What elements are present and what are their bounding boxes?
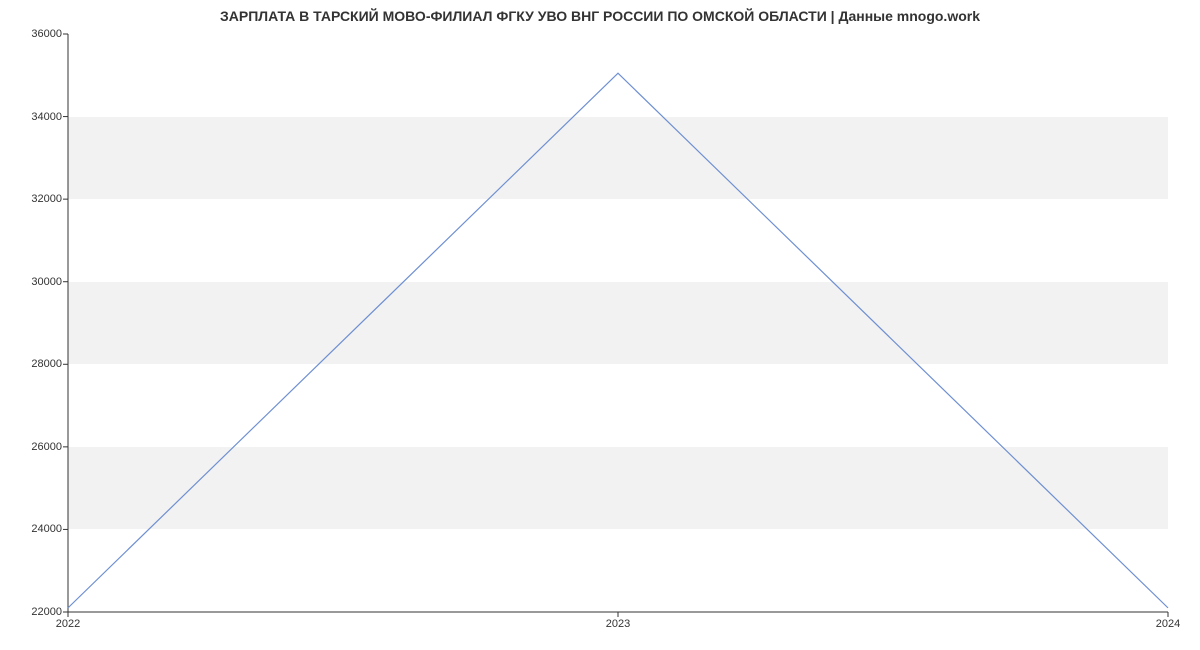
chart-title: ЗАРПЛАТА В ТАРСКИЙ МОВО-ФИЛИАЛ ФГКУ УВО …	[0, 8, 1200, 24]
salary-line-chart: ЗАРПЛАТА В ТАРСКИЙ МОВО-ФИЛИАЛ ФГКУ УВО …	[0, 0, 1200, 650]
data-line	[68, 34, 1168, 612]
y-tick-label: 34000	[31, 111, 68, 123]
y-tick-label: 30000	[31, 276, 68, 288]
y-tick-label: 32000	[31, 193, 68, 205]
y-tick-label: 28000	[31, 358, 68, 370]
y-tick-label: 26000	[31, 441, 68, 453]
y-tick-label: 24000	[31, 523, 68, 535]
y-tick-label: 36000	[31, 28, 68, 40]
plot-area: 2200024000260002800030000320003400036000…	[68, 34, 1168, 612]
